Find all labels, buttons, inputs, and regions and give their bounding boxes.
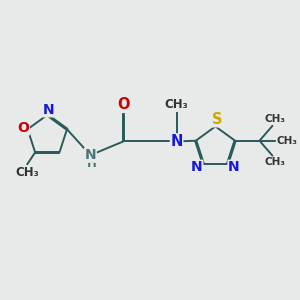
Text: CH₃: CH₃: [265, 114, 286, 124]
Text: H: H: [87, 157, 97, 170]
Text: S: S: [212, 112, 222, 127]
Text: CH₃: CH₃: [15, 166, 39, 179]
Text: N: N: [85, 148, 96, 162]
Text: CH₃: CH₃: [165, 98, 188, 111]
Text: O: O: [117, 98, 130, 112]
Text: N: N: [170, 134, 183, 149]
Text: N: N: [43, 103, 55, 117]
Text: N: N: [228, 160, 240, 174]
Text: CH₃: CH₃: [265, 157, 286, 167]
Text: O: O: [17, 121, 29, 135]
Text: CH₃: CH₃: [276, 136, 297, 146]
Text: N: N: [191, 160, 203, 174]
